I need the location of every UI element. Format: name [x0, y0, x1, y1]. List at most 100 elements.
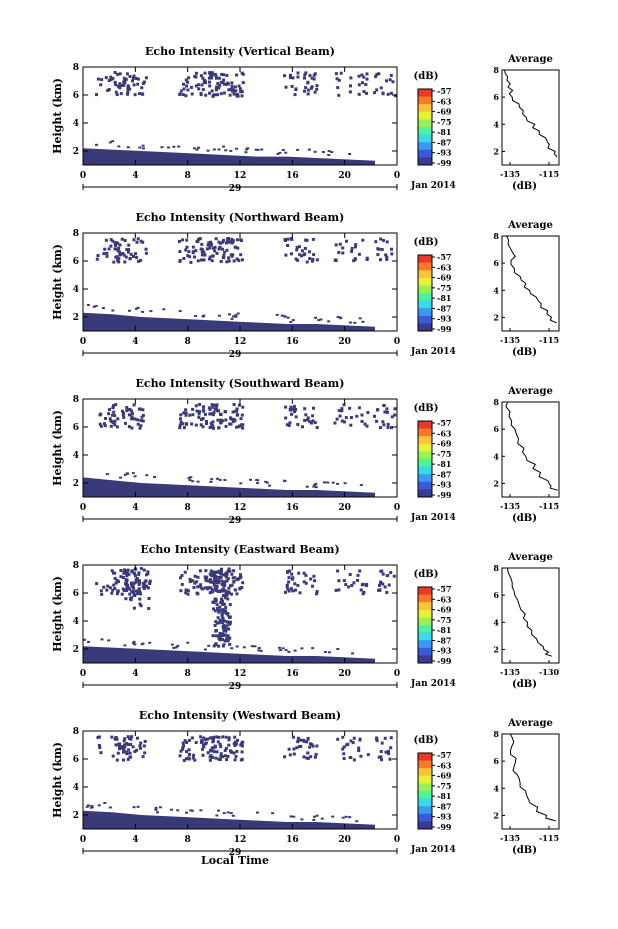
echo-cell — [302, 571, 306, 575]
echo-cell — [184, 408, 188, 412]
x-tick-label: 16 — [286, 669, 299, 679]
echo-cell — [185, 84, 189, 88]
echo-cell — [197, 415, 201, 419]
echo-cell — [216, 82, 220, 85]
echo-cell — [330, 151, 334, 154]
echo-cell — [97, 804, 101, 807]
avg-y-tick-label: 2 — [493, 478, 499, 488]
echo-cell — [98, 422, 102, 426]
echo-cell — [382, 403, 386, 407]
x-tick-label: 12 — [234, 337, 247, 347]
echo-cell — [138, 602, 142, 606]
echo-cell — [231, 240, 235, 244]
echo-cell — [140, 86, 144, 90]
echo-cell — [323, 481, 326, 484]
echo-cell — [177, 145, 181, 148]
echo-cell — [222, 78, 226, 82]
echo-cell — [289, 587, 293, 591]
echo-cell — [278, 151, 282, 154]
echo-cell — [129, 409, 133, 413]
echo-cell — [315, 426, 319, 429]
echo-cell — [232, 403, 236, 406]
echo-cell — [99, 589, 103, 593]
echo-cell — [312, 818, 316, 821]
colorbar-swatch — [418, 609, 432, 618]
echo-cell — [246, 147, 250, 150]
echo-cell — [204, 93, 208, 97]
echo-cell — [187, 756, 191, 760]
echo-cell — [133, 93, 137, 97]
echo-cell — [294, 588, 297, 592]
echo-cell — [313, 483, 317, 486]
average-title: Average — [507, 718, 553, 729]
y-tick-label: 4 — [73, 783, 79, 793]
echo-cell — [178, 92, 182, 96]
echo-cell — [132, 806, 136, 809]
echo-cell — [224, 629, 228, 633]
average-xlabel: (dB) — [512, 679, 537, 690]
echo-cell — [209, 480, 213, 483]
echo-cell — [104, 238, 108, 242]
echo-cell — [357, 406, 361, 410]
echo-cell — [352, 581, 356, 585]
echo-cell — [126, 735, 130, 739]
colorbar-tick-label: -93 — [437, 646, 452, 656]
echo-cell — [214, 599, 218, 603]
echo-cell — [115, 255, 119, 259]
echo-cell — [290, 84, 294, 88]
day-label: 29 — [229, 350, 242, 360]
avg-y-tick-label: 8 — [493, 397, 499, 407]
echo-cell — [224, 611, 228, 615]
echo-cell — [141, 240, 145, 244]
echo-cell — [286, 244, 290, 247]
echo-cell — [130, 735, 134, 739]
echo-cell — [389, 571, 393, 575]
echo-cell — [176, 809, 180, 812]
echo-cell — [334, 243, 338, 247]
echo-cell — [211, 405, 215, 409]
echo-speckles — [85, 735, 393, 823]
echo-cell — [379, 237, 383, 241]
echo-cell — [183, 570, 187, 574]
echo-cell — [304, 413, 308, 417]
colorbar-swatch — [418, 300, 432, 309]
echo-cell — [303, 252, 307, 256]
echo-cell — [138, 426, 142, 430]
echo-cell — [225, 620, 229, 624]
echo-cell — [112, 410, 116, 414]
echo-cell — [196, 480, 200, 483]
echo-cell — [254, 148, 258, 151]
echo-cell — [282, 315, 286, 318]
day-label: 29 — [229, 184, 242, 194]
colorbar-tick-label: -75 — [437, 781, 451, 791]
y-axis-label: Height (km) — [51, 410, 64, 486]
echo-cell — [142, 80, 146, 84]
y-axis-label: Height (km) — [51, 742, 64, 818]
echo-cell — [144, 251, 148, 255]
colorbar-swatch — [418, 119, 432, 128]
echo-cell — [133, 643, 137, 646]
echo-cell — [120, 237, 124, 241]
echo-cell — [227, 736, 231, 740]
echo-cell — [197, 87, 201, 91]
echo-cell — [94, 304, 98, 307]
echo-cell — [185, 750, 188, 754]
echo-cell — [308, 257, 312, 260]
echo-cell — [284, 590, 287, 594]
y-tick-label: 8 — [73, 561, 79, 571]
colorbar-swatch — [418, 821, 432, 830]
echo-cell — [124, 77, 128, 81]
average-title: Average — [507, 386, 553, 397]
echo-cell — [179, 589, 183, 593]
y-tick-label: 8 — [73, 395, 79, 405]
echo-cell — [193, 581, 197, 585]
echo-cell — [193, 75, 197, 78]
echo-cell — [309, 86, 313, 90]
echo-cell — [144, 76, 148, 80]
echo-cell — [210, 242, 213, 246]
echo-cell — [114, 736, 118, 739]
echo-cell — [201, 753, 205, 757]
colorbar-tick-label: -93 — [437, 812, 452, 822]
echo-cell — [186, 80, 189, 84]
echo-cell — [200, 418, 204, 421]
